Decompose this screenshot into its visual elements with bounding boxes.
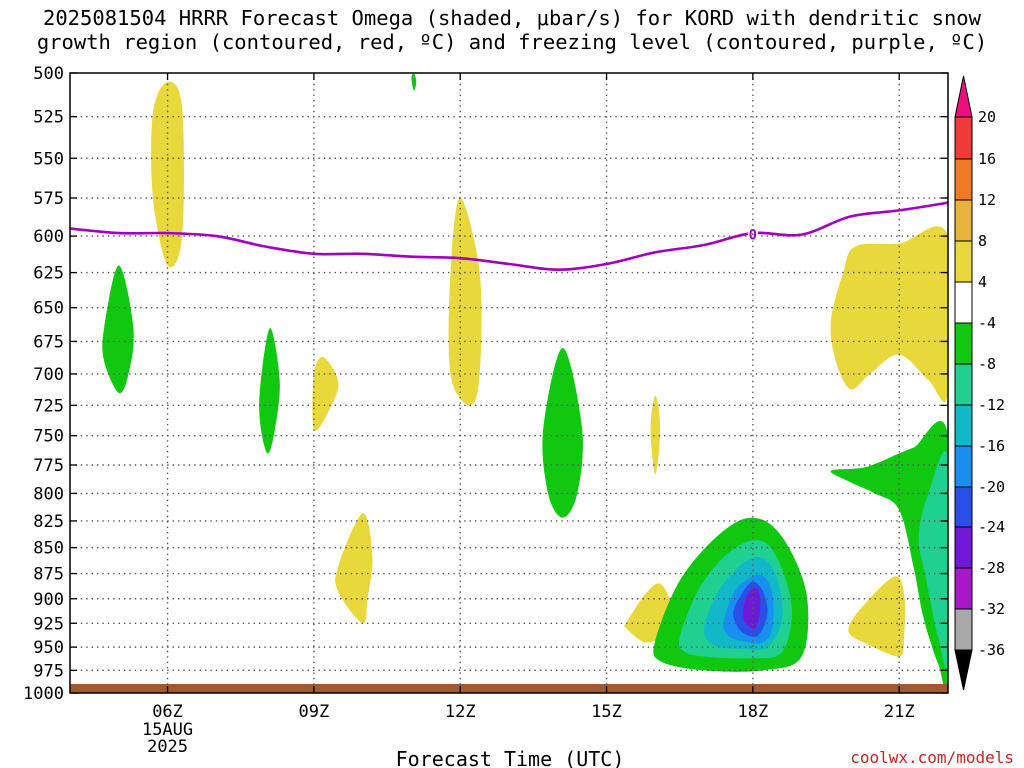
colorbar-segment-6 (954, 363, 973, 406)
colorbar-label-11: -28 (978, 559, 1005, 577)
colorbar-segment-4 (954, 281, 973, 324)
colorbar-label-9: -20 (978, 478, 1005, 496)
title-line-2: growth region (contoured, red, ºC) and f… (36, 30, 988, 54)
colorbar-label-1: 16 (978, 150, 996, 168)
plot-border (69, 72, 949, 694)
plot-frame (69, 72, 949, 694)
colorbar-label-8: -16 (978, 437, 1005, 455)
x-tick-sublabel-0: 15AUG (142, 720, 193, 740)
y-tick-label-550: 550 (33, 149, 64, 169)
omega-area-3 (312, 356, 339, 432)
colorbar-segment-2 (954, 199, 973, 242)
omega-area-8 (650, 395, 661, 475)
y-tick-label-700: 700 (33, 365, 64, 385)
colorbar-segment-8 (954, 445, 973, 488)
credit-text: coolwx.com/models (850, 748, 1014, 767)
y-tick-label-900: 900 (33, 590, 64, 610)
surface-layer (70, 684, 948, 693)
colorbar-segment-5 (954, 322, 973, 365)
x-tick-label-6: 06Z (152, 702, 183, 722)
omega-area-1 (102, 265, 134, 394)
colorbar-label-7: -12 (978, 396, 1005, 414)
y-tick-label-525: 525 (33, 108, 64, 128)
x-tick-label-21: 21Z (884, 702, 915, 722)
colorbar-label-13: -36 (978, 641, 1005, 659)
omega-area-6 (411, 73, 417, 91)
colorbar-segment-7 (954, 404, 973, 447)
colorbar-label-10: -24 (978, 518, 1005, 536)
title-line-1: 2025081504 HRRR Forecast Omega (shaded, … (43, 6, 981, 30)
colorbar-top-arrow (954, 75, 973, 118)
freezing-level-label-bg (747, 226, 758, 241)
y-tick-label-975: 975 (33, 661, 64, 681)
y-tick-label-775: 775 (33, 456, 64, 476)
y-tick-label-850: 850 (33, 539, 64, 559)
y-tick-label-500: 500 (33, 64, 64, 84)
y-tick-label-925: 925 (33, 614, 64, 634)
freezing-level-group: 0 (70, 201, 948, 272)
y-tick-label-950: 950 (33, 638, 64, 658)
colorbar-segment-0 (954, 116, 973, 160)
colorbar-segment-12 (954, 608, 973, 651)
y-tick-label-800: 800 (33, 484, 64, 504)
omega-area-5 (448, 198, 482, 406)
y-tick-label-1000: 1000 (23, 684, 64, 704)
omega-area-19 (830, 226, 948, 402)
y-tick-label-625: 625 (33, 264, 64, 284)
colorbar-bottom-arrow (954, 649, 973, 691)
y-axis-ticks: 500 525 550 575 600 625 650 675 700 725 750 775 800 8… (23, 64, 948, 704)
x-tick-sublabel-1: 2025 (147, 737, 188, 757)
x-tick-label-12: 12Z (445, 702, 476, 722)
omega-fills (102, 73, 948, 692)
chart-title: 2025081504 HRRR Forecast Omega (shaded, … (0, 6, 1024, 54)
colorbar-label-4: 4 (978, 273, 987, 291)
x-axis-label: Forecast Time (UTC) (396, 747, 625, 768)
colorbar-segment-3 (954, 240, 973, 283)
omega-area-17 (830, 420, 948, 692)
colorbar-label-6: -8 (978, 355, 996, 373)
omega-area-18 (918, 451, 948, 668)
omega-area-2 (259, 328, 280, 454)
colorbar-label-12: -32 (978, 600, 1005, 618)
omega-area-4 (335, 513, 373, 624)
colorbar-label-2: 12 (978, 191, 996, 209)
colorbar-label-5: -4 (978, 314, 996, 332)
colorbar-segment-11 (954, 567, 973, 610)
omega-area-16 (848, 576, 906, 657)
x-tick-label-18: 18Z (738, 702, 769, 722)
omega-area-9 (623, 583, 671, 643)
y-tick-label-825: 825 (33, 512, 64, 532)
y-tick-label-650: 650 (33, 299, 64, 319)
colorbar: 20 16 12 8 4 -4 -8 -12 -16 -20 -24 -28 -32 -36 (954, 75, 1005, 691)
colorbar-segment-1 (954, 158, 973, 201)
colorbar-label-3: 8 (978, 232, 987, 250)
omega-area-7 (542, 348, 583, 518)
y-tick-label-725: 725 (33, 396, 64, 416)
surface-bar (70, 684, 948, 693)
colorbar-segment-9 (954, 486, 973, 528)
colorbar-segment-10 (954, 526, 973, 569)
y-tick-label-875: 875 (33, 565, 64, 585)
y-tick-label-750: 750 (33, 427, 64, 447)
omega-area-0 (151, 81, 184, 268)
x-tick-label-9: 09Z (299, 702, 330, 722)
colorbar-label-0: 20 (978, 108, 996, 126)
freezing-level-label: 0 (749, 228, 757, 244)
x-tick-label-15: 15Z (591, 702, 622, 722)
y-tick-label-600: 600 (33, 227, 64, 247)
grid-lines (70, 73, 948, 693)
y-tick-label-675: 675 (33, 332, 64, 352)
freezing-level-line (70, 201, 948, 272)
y-tick-label-575: 575 (33, 189, 64, 209)
